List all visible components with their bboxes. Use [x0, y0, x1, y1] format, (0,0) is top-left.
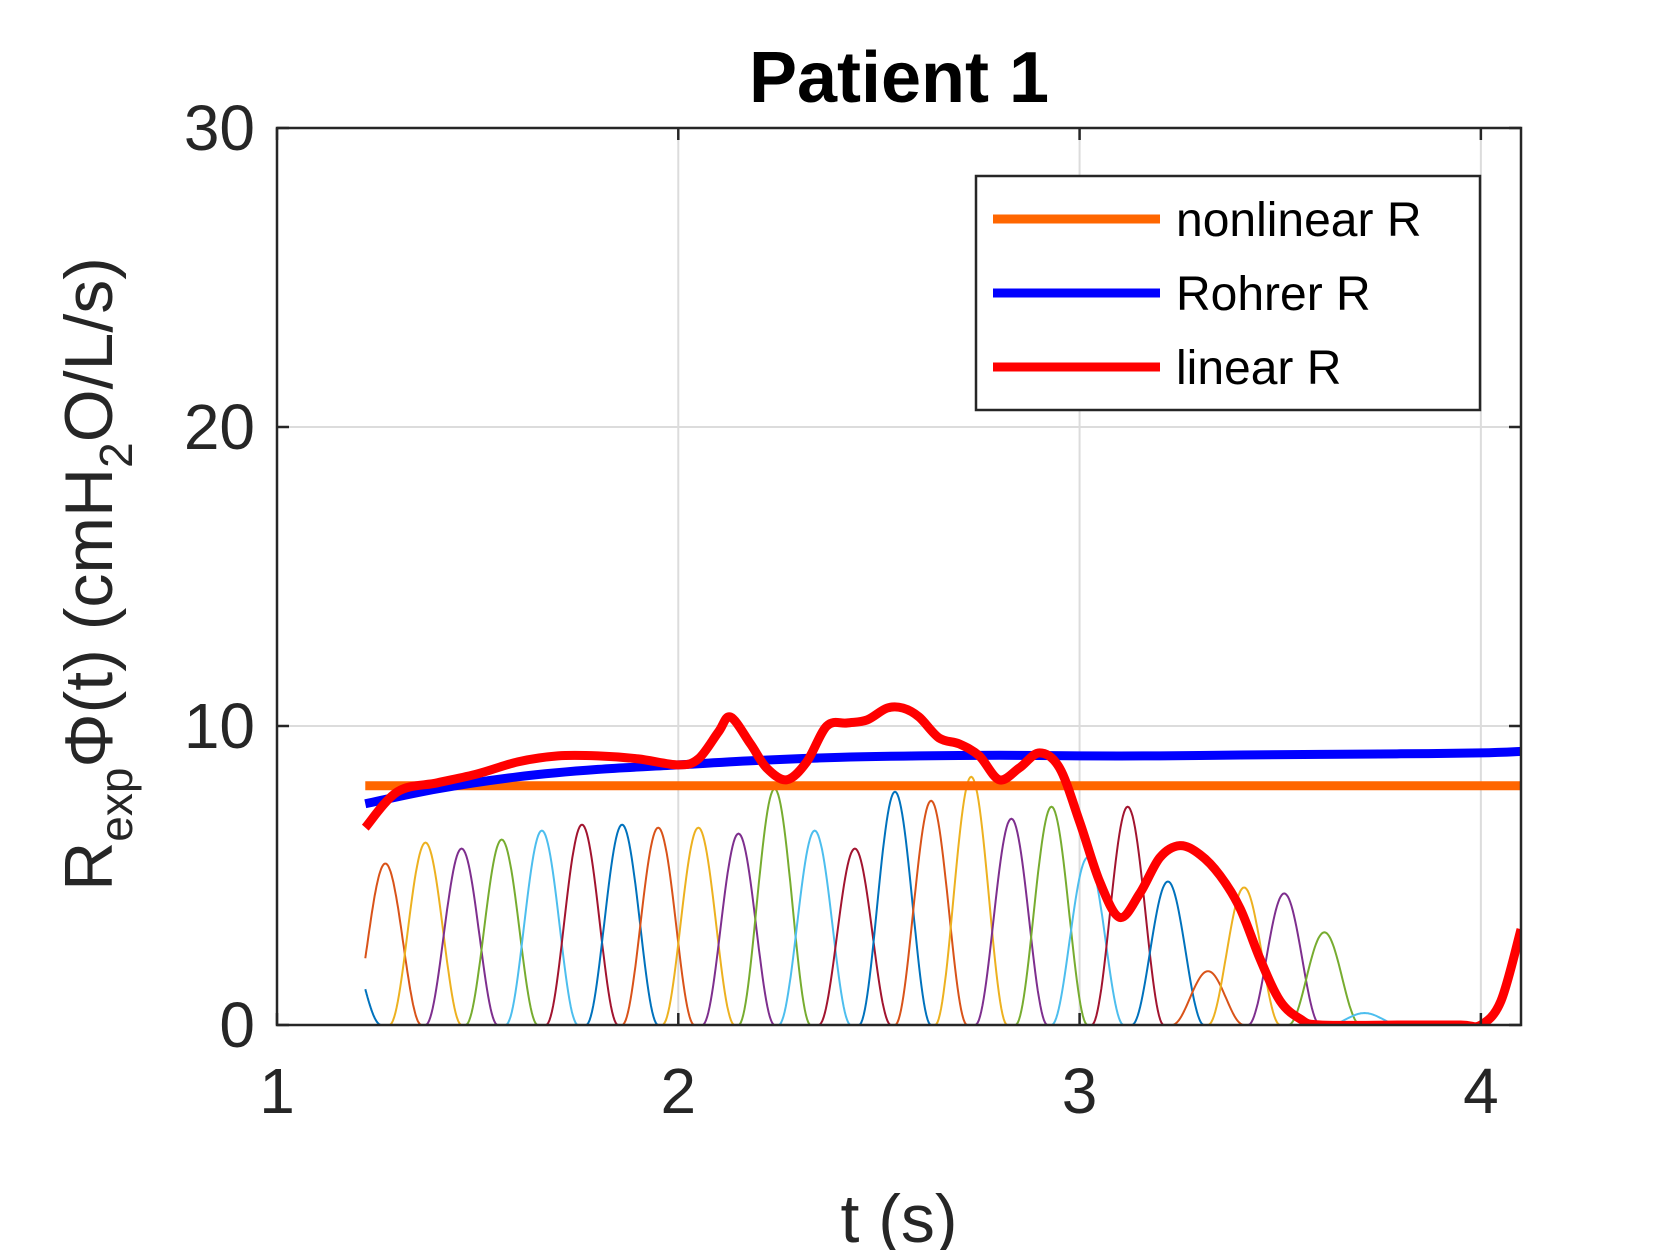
y-axis-label: RexpΦ(t) (cmH2O/L/s)	[51, 257, 142, 891]
y-tick-label-3: 30	[184, 92, 255, 164]
basis-function-25	[1288, 931, 1361, 1025]
basis-function-6	[545, 823, 619, 1025]
series-line-linear	[361, 702, 1521, 1025]
basis-function-13	[818, 847, 892, 1025]
basis-function-9	[661, 826, 735, 1025]
basis-function-12	[778, 829, 852, 1025]
y-tick-label-0: 0	[219, 989, 255, 1061]
series-lines	[361, 702, 1521, 1025]
legend-label-linear: linear R	[1176, 342, 1341, 395]
basis-function-17	[974, 817, 1048, 1025]
basis-function-24	[1247, 892, 1321, 1025]
legend-label-nonlinear: nonlinear R	[1176, 194, 1421, 247]
basis-function-1	[364, 862, 422, 1025]
x-tick-label-1: 2	[660, 1055, 696, 1127]
tick-labels: 1 2 3 4 0 10 20 30	[184, 92, 1499, 1127]
legend: nonlinear R Rohrer R linear R	[974, 174, 1482, 412]
basis-function-21	[1131, 880, 1205, 1025]
axes-frame	[275, 126, 1523, 1027]
basis-function-10	[702, 832, 775, 1025]
x-axis-label: t (s)	[840, 1181, 957, 1250]
x-tick-label-3: 4	[1463, 1055, 1499, 1127]
basis-function-14	[858, 790, 932, 1025]
y-label-sub2: 2	[90, 442, 142, 468]
basis-function-23	[1207, 886, 1281, 1025]
y-tick-label-2: 20	[184, 391, 255, 463]
y-label-middle: Φ(t) (cmH	[51, 468, 127, 768]
x-tick-label-2: 3	[1062, 1055, 1098, 1127]
basis-function-8	[621, 826, 695, 1025]
y-label-sub: exp	[90, 768, 142, 842]
x-tick-label-0: 1	[259, 1055, 295, 1127]
y-label-end: O/L/s)	[51, 257, 127, 442]
basis-function-3	[425, 847, 499, 1025]
basis-function-2	[389, 841, 462, 1025]
basis-functions	[364, 775, 1521, 1025]
legend-label-rohrer: Rohrer R	[1176, 268, 1371, 321]
basis-function-18	[1014, 805, 1089, 1025]
basis-function-22	[1171, 970, 1245, 1025]
basis-function-15	[894, 799, 968, 1025]
basis-function-20	[1091, 805, 1165, 1025]
chart-title: Patient 1	[749, 38, 1049, 118]
basis-function-16	[934, 775, 1008, 1025]
basis-function-5	[505, 829, 579, 1025]
tick-marks	[275, 126, 1521, 1027]
y-label-base: R	[51, 842, 127, 891]
basis-function-7	[585, 823, 659, 1025]
series-line-rohrer	[364, 746, 1521, 809]
y-tick-label-1: 10	[184, 690, 255, 762]
basis-function-4	[465, 838, 539, 1025]
